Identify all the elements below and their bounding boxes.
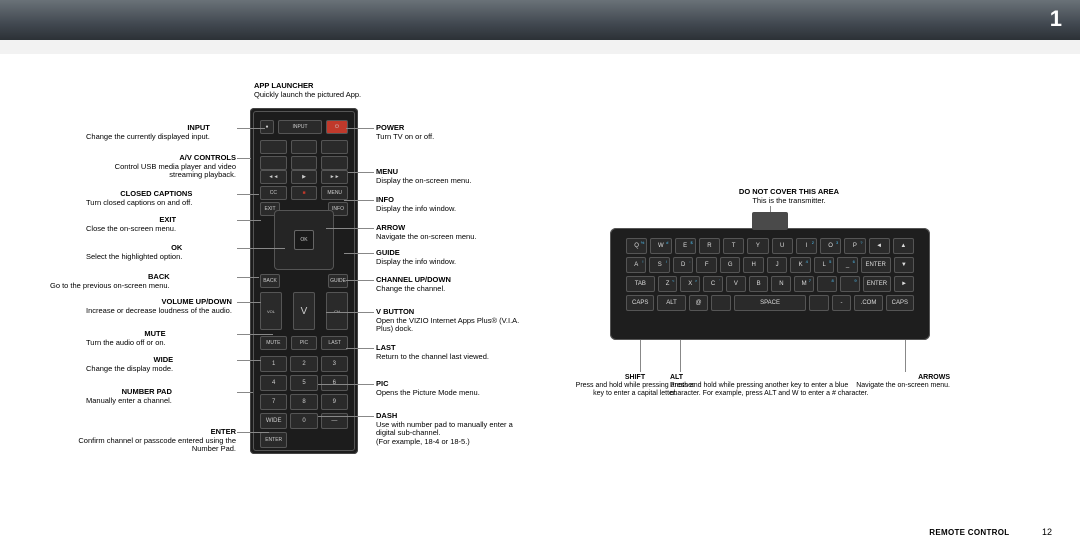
label-guide: GuideDisplay the info window.	[376, 249, 456, 266]
label-av-controls: A/V ControlsControl USB media player and…	[86, 154, 236, 180]
chapter-number: 1	[1050, 6, 1062, 32]
label-dash: DashUse with number pad to manually ente…	[376, 412, 526, 447]
label-v-button: V ButtonOpen the VIZIO Internet Apps Plu…	[376, 308, 526, 334]
footer-page-number: 12	[1042, 527, 1052, 537]
remote-back-illustration: Q%W#E$RTYUI2O3P?◄▲A!S/D:FGHJK4L5_6ENTER▼…	[610, 228, 930, 340]
label-menu: MenuDisplay the on-screen menu.	[376, 168, 471, 185]
label-enter: EnterConfirm channel or passcode entered…	[70, 428, 236, 454]
label-ok: OKSelect the highlighted option.	[86, 244, 182, 261]
header-gradient-bar: 1	[0, 0, 1080, 40]
header-subband	[0, 40, 1080, 54]
label-power: PowerTurn TV on or off.	[376, 124, 434, 141]
label-number-pad: Number PadManually enter a channel.	[86, 388, 172, 405]
footer-title: REMOTE CONTROL	[929, 528, 1009, 537]
label-channel-updown: Channel Up/DownChange the channel.	[376, 276, 451, 293]
label-mute: MuteTurn the audio off or on.	[86, 330, 166, 347]
label-wide: WideChange the display mode.	[86, 356, 173, 373]
label-pic: PicOpens the Picture Mode menu.	[376, 380, 480, 397]
label-do-not-cover: Do not cover this areaThis is the transm…	[714, 188, 864, 205]
label-closed-captions: Closed CaptionsTurn closed captions on a…	[86, 190, 192, 207]
label-kb-arrows: ArrowsNavigate the on-screen menu.	[830, 374, 950, 390]
label-app-launcher: App Launcher Quickly launch the pictured…	[254, 82, 361, 99]
label-arrow: ArrowNavigate the on-screen menu.	[376, 224, 476, 241]
label-info: InfoDisplay the info window.	[376, 196, 456, 213]
label-last: LastReturn to the channel last viewed.	[376, 344, 489, 361]
remote-front-illustration: ●INPUT⏻ ◄◄▶►► CC■MENU EXITINFO BACKGUIDE…	[250, 108, 358, 454]
label-exit: ExitClose the on-screen menu.	[86, 216, 176, 233]
page-footer: REMOTE CONTROL 12	[929, 527, 1052, 537]
label-volume: Volume Up/DownIncrease or decrease loudn…	[86, 298, 232, 315]
label-back: BackGo to the previous on-screen menu.	[50, 273, 170, 290]
label-input: InputChange the currently displayed inpu…	[86, 124, 210, 141]
